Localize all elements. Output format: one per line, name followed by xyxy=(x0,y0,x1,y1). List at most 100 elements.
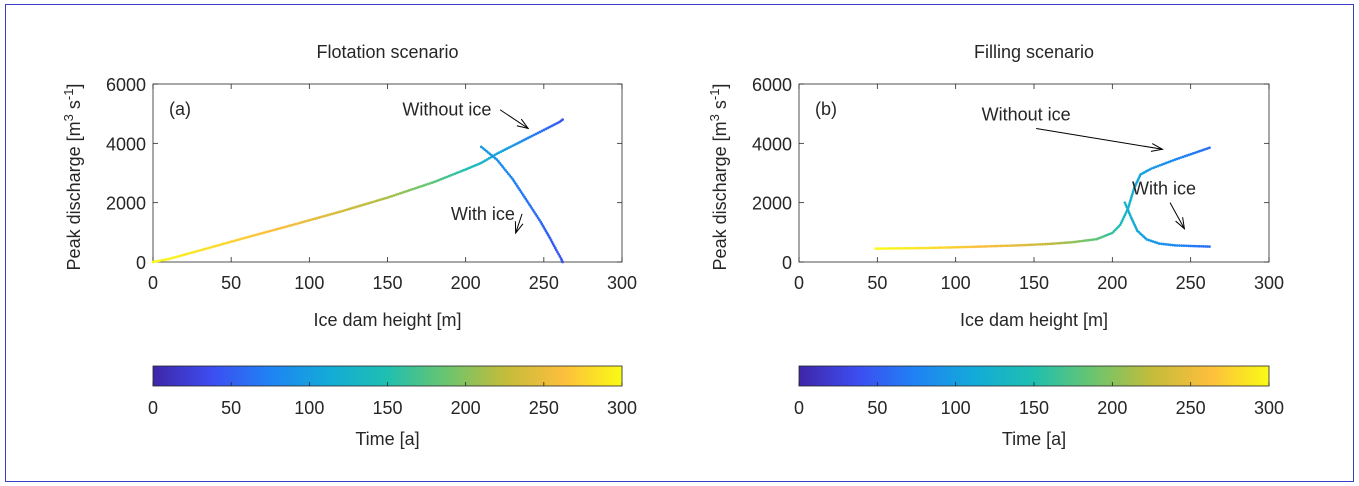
data-point xyxy=(373,200,377,203)
data-point xyxy=(916,246,920,250)
data-point xyxy=(1012,244,1016,247)
colorbar-tick-label: 150 xyxy=(1019,398,1049,418)
x-tick-label: 100 xyxy=(941,273,971,293)
data-point xyxy=(1073,240,1077,244)
data-point xyxy=(1171,243,1175,247)
data-point xyxy=(929,246,933,250)
data-point xyxy=(965,245,969,249)
data-point xyxy=(981,245,984,248)
colorbar-tick-label: 100 xyxy=(941,398,971,418)
data-point xyxy=(430,181,434,184)
data-point xyxy=(211,245,215,249)
colorbar-tick-label: 0 xyxy=(794,398,804,418)
y-axis-label-sup2: -1 xyxy=(707,89,722,101)
y-axis-label-end: ] xyxy=(64,84,84,89)
colorbar-tick-label: 200 xyxy=(451,398,481,418)
x-axis-label: Ice dam height [m] xyxy=(313,310,461,330)
data-point xyxy=(226,241,229,245)
data-point xyxy=(222,242,225,246)
data-point xyxy=(1127,203,1131,206)
data-point xyxy=(409,188,413,192)
data-point xyxy=(1023,243,1027,247)
data-point xyxy=(1120,219,1124,223)
data-point xyxy=(403,190,406,194)
data-point xyxy=(483,159,487,162)
x-tick-label: 200 xyxy=(451,273,481,293)
data-point xyxy=(1056,241,1060,245)
y-tick-label: 6000 xyxy=(752,75,792,95)
data-point xyxy=(493,153,497,157)
data-point xyxy=(296,222,300,225)
data-point xyxy=(1201,245,1205,248)
data-point xyxy=(1124,211,1128,215)
data-point xyxy=(377,198,381,202)
y-axis-label-main: Peak discharge [m xyxy=(64,121,84,270)
data-point xyxy=(458,170,461,174)
x-tick-label: 250 xyxy=(529,273,559,293)
data-point xyxy=(1180,244,1184,247)
data-point xyxy=(288,224,291,228)
data-point xyxy=(232,239,236,243)
data-point xyxy=(889,247,893,250)
data-point xyxy=(978,245,982,248)
data-point xyxy=(914,246,917,250)
data-point xyxy=(1093,238,1096,241)
data-point xyxy=(156,259,159,263)
data-point xyxy=(188,251,191,255)
data-point xyxy=(1187,153,1191,157)
data-point xyxy=(384,196,387,200)
data-point xyxy=(309,218,313,222)
data-point xyxy=(167,257,170,261)
data-point xyxy=(961,245,964,249)
data-point xyxy=(303,220,306,223)
data-point xyxy=(1173,158,1177,161)
y-axis-label-sup1: 3 xyxy=(61,114,76,121)
data-point xyxy=(533,210,536,214)
data-point xyxy=(204,247,208,250)
data-point xyxy=(1164,243,1168,246)
data-point xyxy=(1187,244,1190,248)
data-point xyxy=(934,246,937,250)
data-point xyxy=(183,253,187,256)
data-point xyxy=(1157,242,1161,245)
data-point xyxy=(1118,223,1122,227)
data-point xyxy=(526,201,530,205)
data-point xyxy=(416,186,419,189)
data-point xyxy=(462,168,465,172)
data-point xyxy=(907,246,911,250)
data-point xyxy=(190,251,193,255)
data-point xyxy=(215,244,219,248)
data-point xyxy=(192,250,195,254)
annotation-text: Without ice xyxy=(982,104,1071,124)
data-point xyxy=(258,232,261,236)
y-tick-label: 0 xyxy=(136,253,146,273)
y-tick-label: 0 xyxy=(782,253,792,273)
data-point xyxy=(1041,242,1045,246)
data-point xyxy=(364,202,368,206)
data-point xyxy=(1054,242,1058,245)
data-point xyxy=(943,246,946,249)
data-point xyxy=(974,245,978,249)
data-point xyxy=(936,246,940,250)
data-point xyxy=(1129,196,1133,200)
data-point xyxy=(887,247,891,250)
data-point xyxy=(1206,147,1209,150)
data-point xyxy=(177,254,181,258)
data-point xyxy=(328,213,332,216)
data-point xyxy=(292,223,296,226)
data-point xyxy=(300,220,304,224)
annotation-text: Without ice xyxy=(402,100,491,120)
x-tick-label: 300 xyxy=(1254,273,1284,293)
data-point xyxy=(398,191,402,195)
data-point xyxy=(234,238,238,242)
data-point xyxy=(239,237,242,241)
data-point xyxy=(1175,244,1179,247)
data-point xyxy=(1084,239,1088,242)
data-point xyxy=(1082,239,1086,243)
data-point xyxy=(1039,242,1043,246)
data-point xyxy=(1050,242,1054,246)
data-point xyxy=(1152,166,1155,170)
data-point xyxy=(407,189,411,192)
data-point xyxy=(947,246,951,249)
data-point xyxy=(313,217,317,221)
